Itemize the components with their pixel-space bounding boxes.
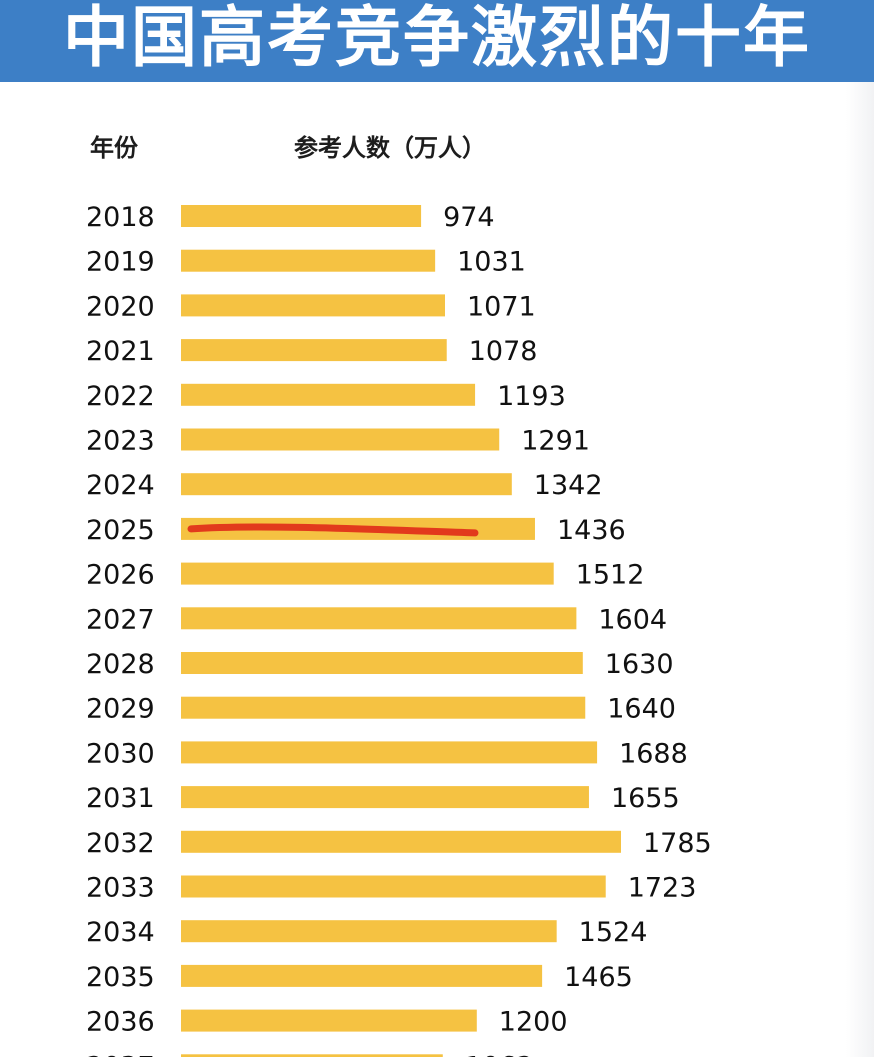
bar	[181, 205, 422, 227]
value-label: 1688	[619, 738, 688, 769]
title-banner	[0, 0, 874, 82]
year-label: 2037	[86, 1051, 155, 1057]
value-label: 974	[443, 202, 495, 233]
year-label: 2028	[86, 649, 155, 680]
value-label: 1342	[534, 470, 603, 501]
year-label: 2027	[86, 604, 155, 635]
year-column-header: 年份	[90, 134, 138, 162]
year-label: 2035	[86, 962, 155, 993]
bar	[181, 741, 598, 764]
year-label: 2031	[86, 783, 155, 814]
value-column-header: 参考人数（万人）	[294, 134, 486, 162]
bar	[181, 875, 606, 898]
year-label: 2024	[86, 470, 155, 501]
value-label: 1640	[607, 694, 676, 725]
value-label: 1465	[564, 962, 633, 993]
year-label: 2023	[86, 426, 155, 457]
value-label: 1604	[598, 604, 667, 635]
value-label: 1200	[499, 1007, 568, 1038]
bar	[181, 1009, 477, 1032]
year-label: 2019	[86, 247, 155, 278]
bar	[181, 920, 557, 943]
value-label: 1071	[467, 291, 536, 322]
value-label: 1723	[628, 873, 697, 904]
year-label: 2034	[86, 917, 155, 948]
bar	[181, 473, 512, 496]
value-label: 1291	[521, 426, 590, 457]
page-title: 中国高考竞争激烈的十年	[63, 0, 811, 76]
year-label: 2026	[86, 560, 155, 591]
bar	[181, 339, 447, 362]
bar	[181, 1054, 443, 1057]
bar	[181, 964, 543, 987]
value-label: 1031	[457, 247, 526, 278]
bar	[181, 696, 586, 719]
year-label: 2021	[86, 336, 155, 367]
value-label: 1785	[643, 828, 712, 859]
year-label: 2032	[86, 828, 155, 859]
value-label: 1512	[576, 560, 645, 591]
bar	[181, 652, 583, 674]
bar	[181, 562, 554, 585]
value-label: 1062	[465, 1051, 534, 1057]
value-label: 1655	[611, 783, 680, 814]
right-edge-shadow	[846, 82, 874, 1057]
bar	[181, 607, 577, 630]
value-label: 1078	[469, 336, 538, 367]
year-label: 2030	[86, 738, 155, 769]
year-label: 2033	[86, 873, 155, 904]
bar	[181, 428, 500, 451]
year-label: 2025	[86, 515, 155, 546]
year-label: 2029	[86, 694, 155, 725]
value-label: 1630	[605, 649, 674, 680]
value-label: 1524	[579, 917, 648, 948]
year-label: 2036	[86, 1007, 155, 1038]
value-label: 1436	[557, 515, 626, 546]
bar	[181, 830, 621, 853]
bar	[181, 249, 436, 272]
year-label: 2022	[86, 381, 155, 412]
value-label: 1193	[497, 381, 566, 412]
bar	[181, 786, 589, 809]
highlight-underline	[187, 523, 479, 537]
year-label: 2020	[86, 291, 155, 322]
bar	[181, 294, 445, 317]
bar	[181, 383, 476, 406]
year-label: 2018	[86, 202, 155, 233]
